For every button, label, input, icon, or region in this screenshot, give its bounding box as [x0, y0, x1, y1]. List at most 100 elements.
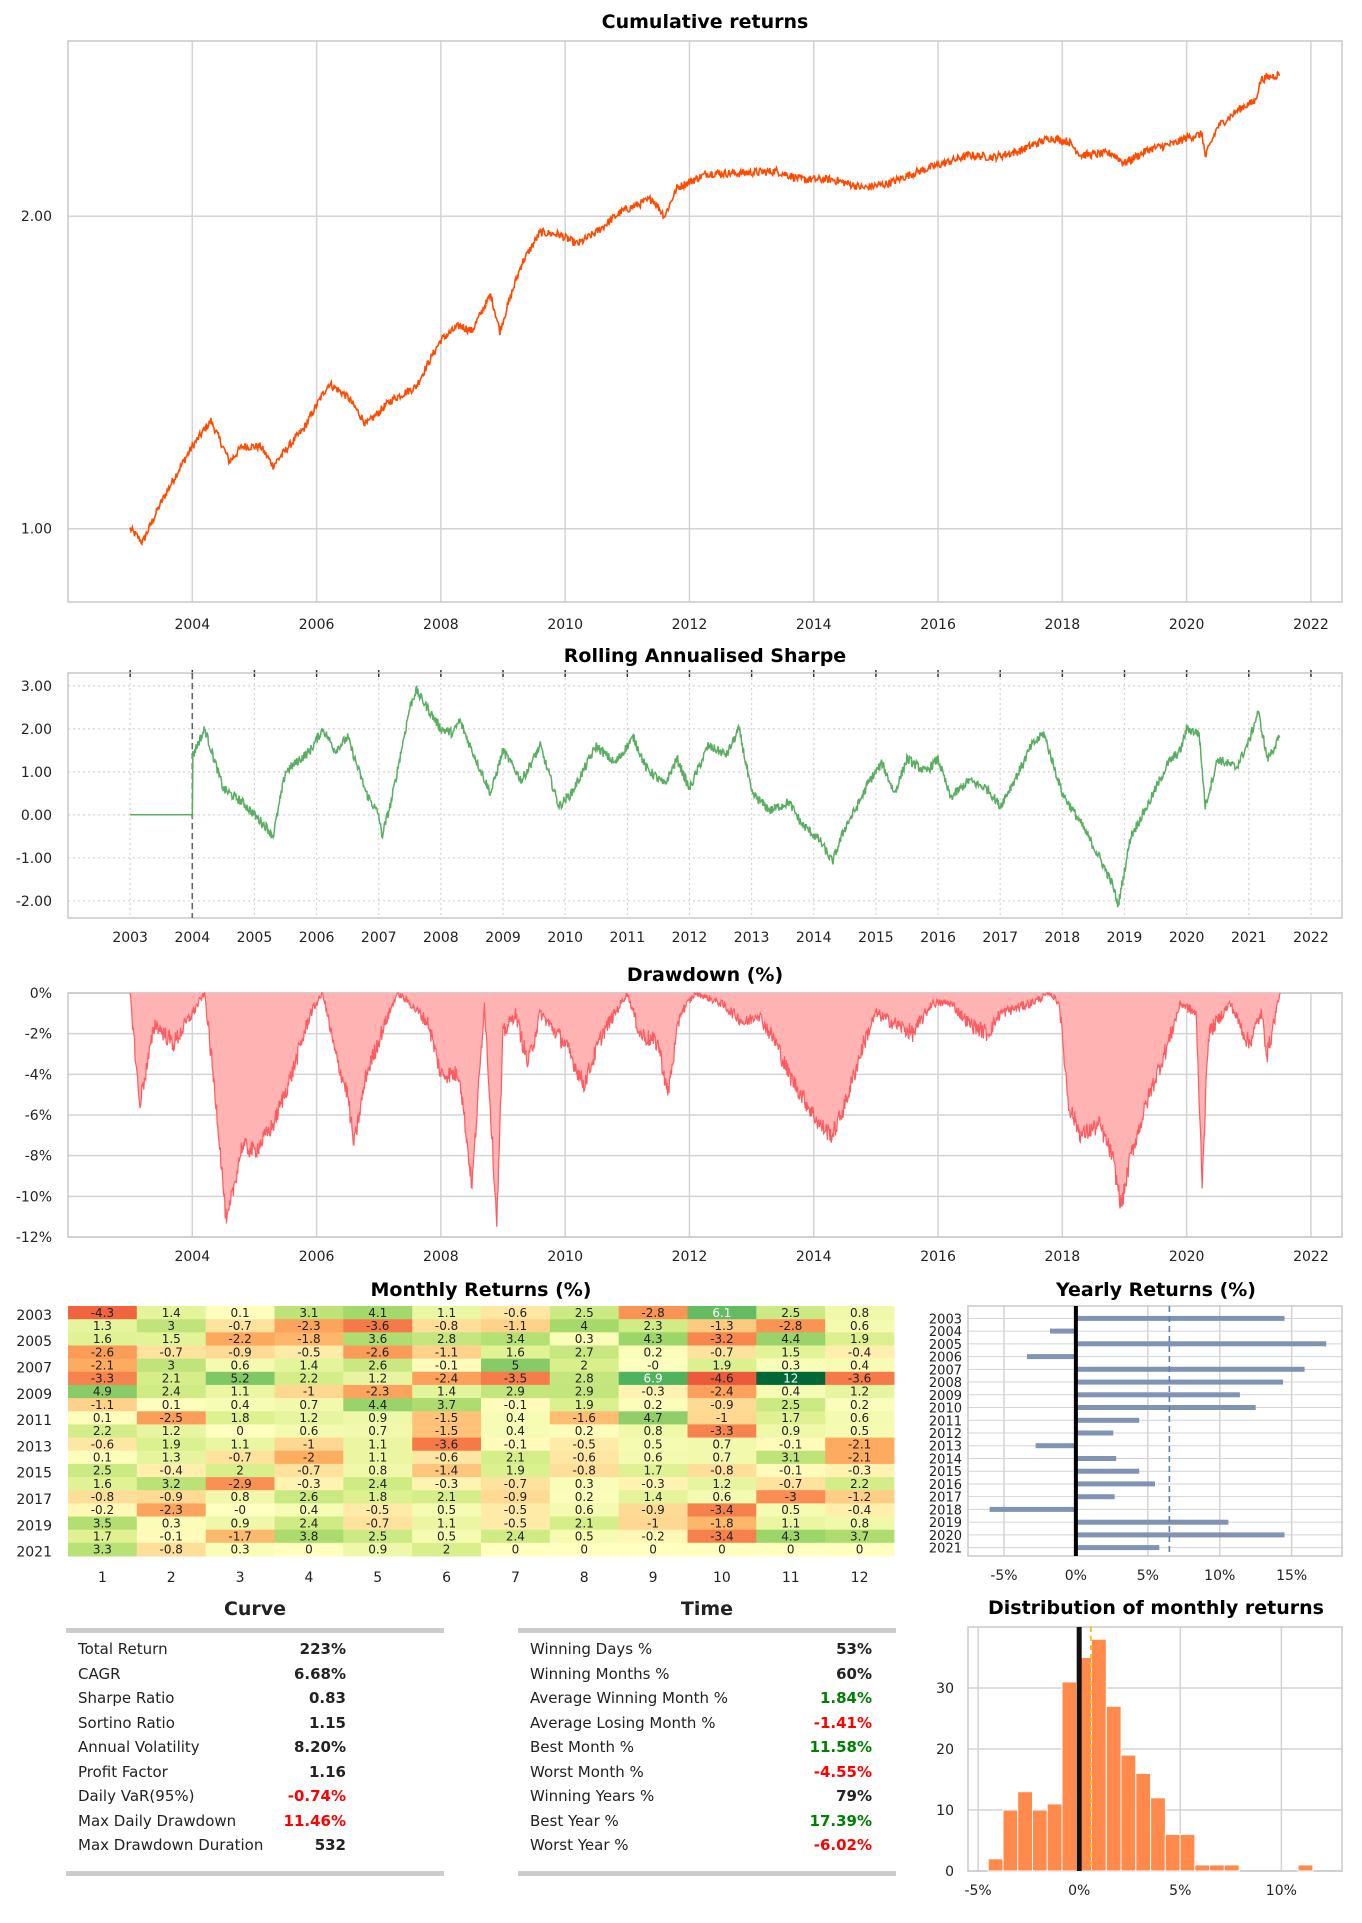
heatmap-cell [343, 1306, 413, 1320]
heatmap-cell [205, 1306, 275, 1320]
heatmap-value: 0 [787, 1543, 795, 1557]
dd-xtick: 2018 [1045, 1249, 1081, 1265]
heatmap-cell [136, 1490, 207, 1504]
sharpe-xtick: 2004 [174, 930, 210, 946]
heatmap-value: -0.7 [504, 1477, 527, 1491]
dd-area [130, 993, 1280, 1227]
heatmap-value: 0.4 [299, 1503, 318, 1517]
heatmap-cell [274, 1450, 344, 1465]
heatmap-cell [618, 1332, 688, 1346]
heatmap-value: 3 [167, 1319, 175, 1333]
heatmap-value: -4.3 [91, 1306, 114, 1320]
heatmap-value: -2.9 [228, 1477, 251, 1491]
heatmap-value: -2.8 [779, 1319, 802, 1333]
heatmap-value: -2 [303, 1451, 315, 1465]
curve-stat-label: Total Return [78, 1640, 168, 1658]
heatmap-cell [825, 1490, 895, 1504]
heatmap-cell [618, 1529, 688, 1544]
heatmap-value: 1.4 [299, 1358, 318, 1372]
heatmap-value: 0.7 [368, 1424, 387, 1438]
heatmap-cell [687, 1306, 757, 1320]
heatmap-cell [343, 1371, 413, 1386]
heatmap-cell [136, 1358, 207, 1373]
sharpe-ytick: 3.00 [21, 679, 52, 695]
heatmap-value: 0.5 [781, 1503, 800, 1517]
curve-stat-label: Annual Volatility [78, 1738, 200, 1756]
heatmap-cell [549, 1319, 620, 1333]
heatmap-cell [825, 1358, 895, 1373]
yearly-bar [1075, 1532, 1285, 1538]
heatmap-value: -1 [303, 1437, 315, 1451]
heatmap-year-label: 2019 [16, 1518, 52, 1534]
heatmap-cell [549, 1384, 620, 1399]
curve-stat-label: Daily VaR(95%) [78, 1787, 195, 1805]
heatmap-month-label: 8 [580, 1570, 589, 1586]
heatmap-value: 2 [580, 1358, 588, 1372]
sharpe-ytick: 2.00 [21, 722, 52, 738]
heatmap-cell [274, 1529, 344, 1544]
heatmap-value: 4.4 [368, 1398, 387, 1412]
heatmap-cell [687, 1529, 757, 1544]
cum-xtick: 2008 [423, 617, 459, 633]
heatmap-cell [205, 1424, 275, 1439]
heatmap-value: 0.5 [437, 1529, 456, 1543]
heatmap-cell [412, 1411, 482, 1425]
sharpe-xtick: 2016 [920, 930, 956, 946]
heatmap-value: 1.2 [368, 1372, 387, 1386]
heatmap-value: 2.5 [368, 1529, 387, 1543]
dd-xtick: 2014 [796, 1249, 832, 1265]
hist-title: Distribution of monthly returns [988, 1597, 1324, 1619]
heatmap-value: 0.3 [162, 1516, 181, 1530]
heatmap-value: -0.3 [848, 1464, 871, 1478]
heatmap-value: 3.8 [299, 1529, 318, 1543]
heatmap-value: 0.4 [231, 1398, 250, 1412]
heatmap-value: 1.2 [712, 1477, 731, 1491]
hist-bar [987, 1858, 1004, 1872]
heatmap-cell [687, 1463, 757, 1478]
heatmap-value: 2.7 [575, 1345, 594, 1359]
yearly-bar [1075, 1430, 1114, 1436]
time-stat-value: 17.39% [809, 1811, 872, 1830]
yearly-bar [1075, 1481, 1155, 1487]
cum-xtick: 2004 [174, 617, 210, 633]
heatmap-cell [343, 1463, 413, 1478]
time-stat-row: Worst Year % -6.02% [518, 1833, 884, 1857]
heatmap-cell [687, 1319, 757, 1333]
heatmap-value: 1.3 [93, 1319, 112, 1333]
heatmap-value: 2.4 [299, 1516, 318, 1530]
sharpe-xtick: 2006 [299, 930, 335, 946]
heatmap-cell [549, 1424, 620, 1439]
heatmap-cell [343, 1516, 413, 1531]
heatmap-cell [274, 1398, 344, 1412]
heatmap-value: -0.4 [160, 1464, 183, 1478]
yearly-year-label: 2007 [929, 1363, 962, 1378]
heatmap-value: 4.7 [644, 1411, 663, 1425]
heatmap-cell [687, 1332, 757, 1346]
heatmap-value: 2.5 [781, 1398, 800, 1412]
sharpe-ytick: -1.00 [16, 851, 52, 867]
heatmap-value: 2.5 [781, 1306, 800, 1320]
heatmap-value: -0.7 [366, 1516, 389, 1530]
heatmap-cell [68, 1398, 138, 1412]
curve-stat-value: 0.83 [308, 1689, 346, 1707]
heatmap-value: 2.2 [850, 1477, 869, 1491]
sharpe-ytick: 1.00 [21, 765, 52, 781]
heatmap-value: -0.1 [435, 1358, 458, 1372]
yearly-year-label: 2021 [929, 1542, 962, 1557]
curve-stat-value: 223% [299, 1640, 346, 1658]
heatmap-cell [549, 1398, 620, 1412]
heatmap-value: 1.6 [93, 1477, 112, 1491]
time-stat-row: Winning Years % 79% [518, 1784, 884, 1808]
heatmap-cell [136, 1411, 207, 1425]
heatmap-cell [825, 1424, 895, 1439]
heatmap-cell [343, 1319, 413, 1333]
yearly-xtick: -5% [990, 1568, 1017, 1584]
hist-bar [1194, 1864, 1211, 1872]
heatmap-value: -0.3 [641, 1477, 664, 1491]
heatmap-value: 1.1 [231, 1385, 250, 1399]
curve-stat-label: Max Drawdown Duration [78, 1836, 264, 1854]
heatmap-value: 0.4 [506, 1424, 525, 1438]
yearly-xtick: 15% [1276, 1568, 1307, 1584]
heatmap-value: -3.3 [91, 1372, 114, 1386]
heatmap-cell [136, 1477, 207, 1491]
